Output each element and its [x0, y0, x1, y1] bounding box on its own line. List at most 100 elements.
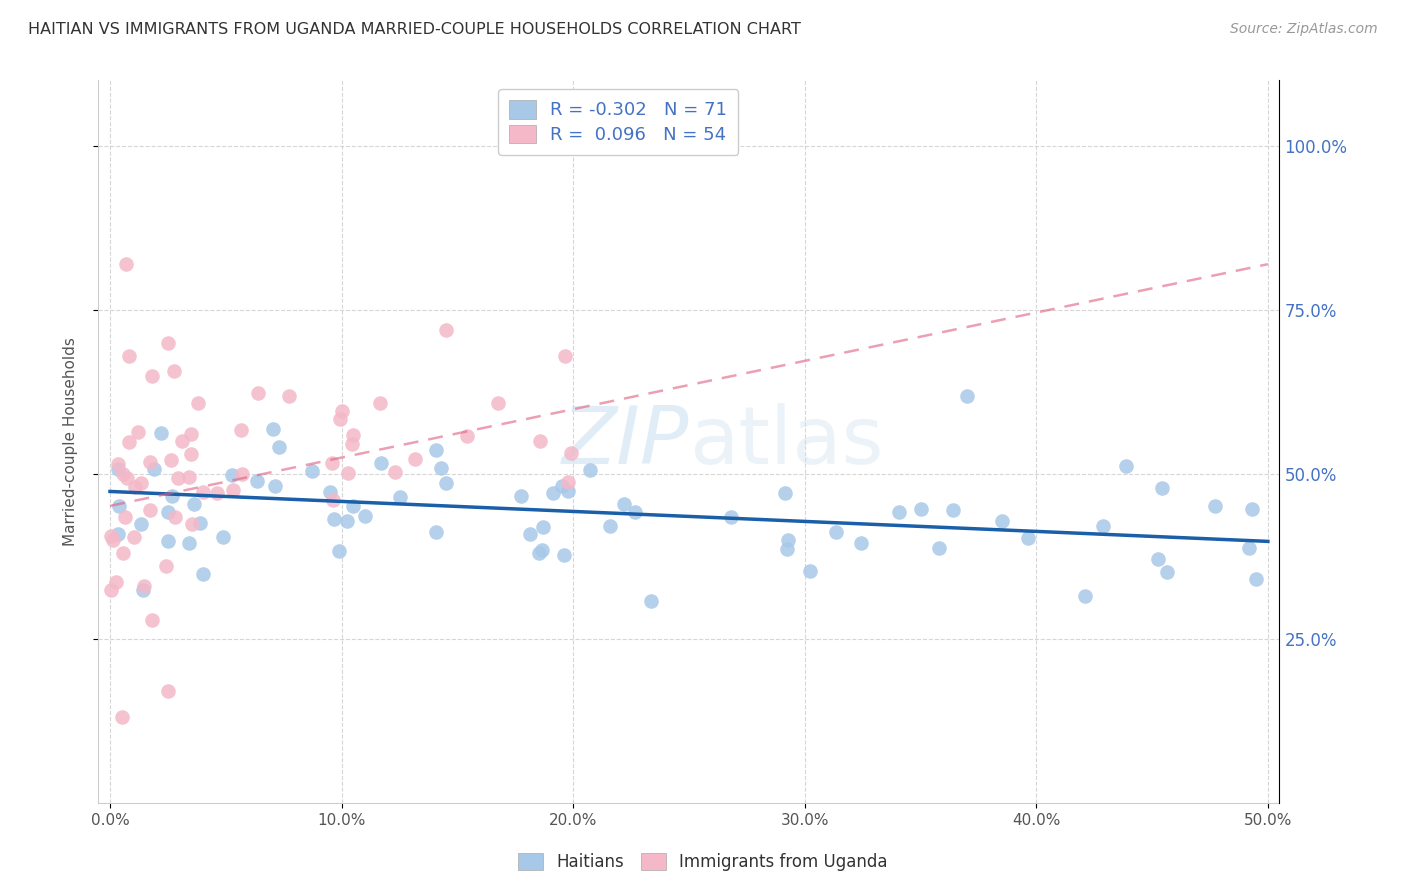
Point	[180, 446, 202, 460]
Point	[456, 429, 478, 443]
Point	[887, 505, 910, 519]
Point	[118, 435, 141, 450]
Point	[100, 529, 122, 543]
Point	[599, 518, 621, 533]
Point	[262, 422, 284, 436]
Point	[336, 467, 359, 481]
Point	[129, 516, 152, 531]
Point	[329, 412, 352, 426]
Point	[246, 385, 269, 400]
Point	[170, 434, 193, 448]
Point	[773, 486, 796, 500]
Point	[269, 440, 291, 454]
Point	[531, 520, 554, 534]
Point	[179, 470, 201, 484]
Point	[221, 467, 243, 482]
Point	[551, 479, 574, 493]
Point	[163, 364, 186, 378]
Point	[149, 426, 172, 441]
Point	[1204, 499, 1226, 513]
Point	[1237, 541, 1260, 556]
Point	[553, 548, 575, 562]
Point	[1156, 566, 1178, 580]
Point	[776, 533, 799, 547]
Point	[139, 455, 162, 469]
Point	[554, 349, 576, 363]
Point	[425, 525, 447, 540]
Point	[107, 457, 129, 471]
Point	[108, 499, 131, 513]
Point	[388, 490, 411, 504]
Point	[370, 456, 392, 470]
Point	[180, 516, 202, 531]
Point	[557, 475, 579, 490]
Point	[191, 566, 214, 581]
Point	[127, 425, 149, 440]
Point	[205, 486, 228, 500]
Point	[799, 564, 821, 578]
Point	[155, 558, 177, 573]
Point	[124, 480, 146, 494]
Point	[110, 710, 132, 724]
Point	[384, 466, 406, 480]
Point	[157, 533, 180, 548]
Point	[277, 388, 299, 402]
Point	[111, 546, 134, 560]
Point	[557, 483, 579, 498]
Point	[160, 452, 183, 467]
Point	[640, 594, 662, 608]
Point	[1115, 459, 1137, 474]
Point	[328, 544, 350, 558]
Point	[103, 533, 125, 548]
Point	[212, 530, 235, 544]
Point	[301, 464, 323, 478]
Point	[849, 535, 872, 549]
Point	[519, 526, 541, 541]
Point	[942, 503, 965, 517]
Point	[141, 368, 163, 383]
Legend: R = -0.302   N = 71, R =  0.096   N = 54: R = -0.302 N = 71, R = 0.096 N = 54	[498, 89, 738, 155]
Legend: Haitians, Immigrants from Uganda: Haitians, Immigrants from Uganda	[510, 845, 896, 880]
Point	[264, 479, 287, 493]
Point	[1146, 551, 1168, 566]
Point	[342, 499, 364, 513]
Point	[115, 471, 138, 485]
Point	[165, 509, 187, 524]
Point	[776, 541, 799, 556]
Y-axis label: Married-couple Households: Married-couple Households	[63, 337, 77, 546]
Point	[177, 535, 200, 549]
Point	[527, 545, 550, 559]
Point	[1017, 531, 1039, 545]
Point	[156, 336, 179, 351]
Point	[162, 489, 184, 503]
Point	[183, 497, 205, 511]
Point	[323, 512, 346, 526]
Point	[624, 505, 647, 519]
Point	[321, 456, 343, 470]
Point	[107, 526, 129, 541]
Point	[332, 404, 354, 418]
Text: ZIP: ZIP	[561, 402, 689, 481]
Point	[180, 427, 202, 442]
Point	[319, 484, 342, 499]
Point	[928, 541, 950, 555]
Point	[132, 583, 155, 598]
Point	[141, 613, 163, 627]
Point	[129, 475, 152, 490]
Point	[342, 428, 364, 442]
Point	[100, 582, 122, 597]
Point	[370, 396, 392, 410]
Point	[560, 446, 582, 460]
Point	[430, 461, 453, 475]
Text: HAITIAN VS IMMIGRANTS FROM UGANDA MARRIED-COUPLE HOUSEHOLDS CORRELATION CHART: HAITIAN VS IMMIGRANTS FROM UGANDA MARRIE…	[28, 22, 801, 37]
Point	[991, 514, 1014, 528]
Point	[104, 574, 127, 589]
Point	[541, 486, 564, 500]
Point	[246, 475, 269, 489]
Point	[336, 515, 359, 529]
Point	[117, 349, 139, 363]
Point	[531, 543, 554, 558]
Point	[579, 463, 602, 477]
Point	[434, 323, 457, 337]
Point	[354, 508, 377, 523]
